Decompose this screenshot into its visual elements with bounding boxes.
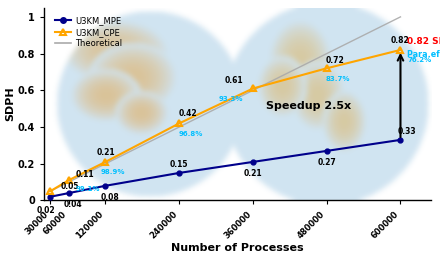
- Text: 0.02: 0.02: [37, 206, 55, 215]
- Text: 98.9%: 98.9%: [100, 169, 125, 176]
- Text: 83.7%: 83.7%: [326, 76, 350, 82]
- Text: 0.27: 0.27: [317, 158, 336, 167]
- Y-axis label: SDPH: SDPH: [5, 87, 15, 121]
- Text: 0.42: 0.42: [178, 109, 197, 118]
- Text: 0.82: 0.82: [391, 36, 410, 45]
- Legend: U3KM_MPE, U3KM_CPE, Theoretical: U3KM_MPE, U3KM_CPE, Theoretical: [52, 14, 125, 51]
- Text: 0.08: 0.08: [100, 193, 119, 202]
- Text: Para.eff  76.2%: Para.eff 76.2%: [407, 50, 440, 59]
- Text: 0.21: 0.21: [96, 148, 115, 157]
- Text: 0.82 SDPH: 0.82 SDPH: [407, 36, 440, 45]
- Text: 99.1%: 99.1%: [76, 186, 100, 192]
- X-axis label: Number of Processes: Number of Processes: [171, 243, 304, 253]
- Text: 0.33: 0.33: [398, 127, 417, 136]
- Text: 0.72: 0.72: [326, 56, 345, 65]
- Text: Speedup 2.5x: Speedup 2.5x: [266, 101, 351, 111]
- Text: 0.05: 0.05: [60, 181, 79, 190]
- Text: 76.2%: 76.2%: [408, 57, 432, 63]
- Text: 96.8%: 96.8%: [178, 131, 202, 137]
- Text: 0.61: 0.61: [224, 76, 243, 85]
- Text: 0.11: 0.11: [76, 170, 95, 179]
- Text: 0.04: 0.04: [63, 200, 82, 209]
- Text: 0.15: 0.15: [170, 160, 188, 169]
- Text: 0.21: 0.21: [244, 169, 262, 178]
- Text: 93.3%: 93.3%: [219, 96, 243, 102]
